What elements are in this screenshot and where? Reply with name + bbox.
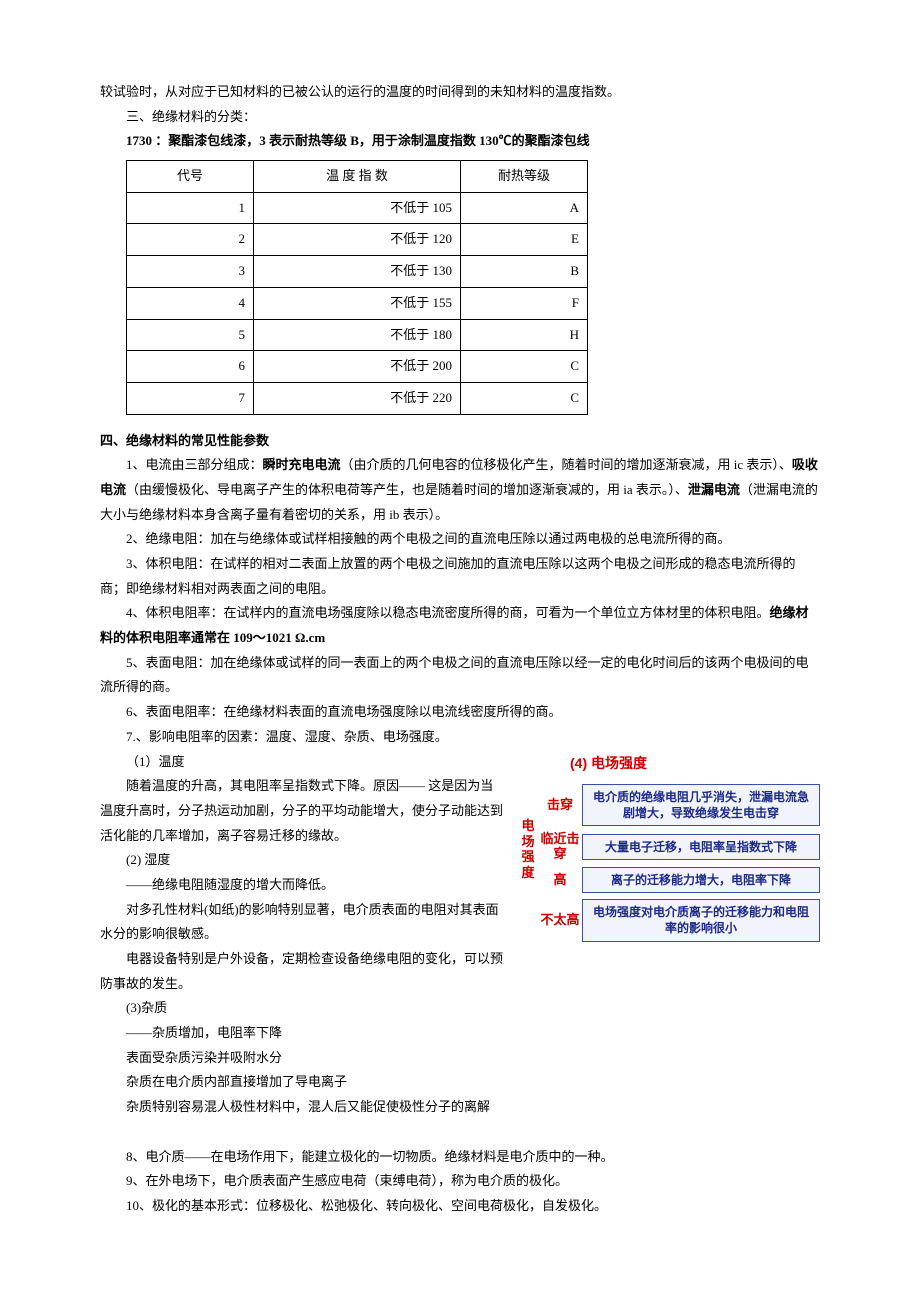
cell-grade: F xyxy=(461,287,588,319)
table-header-row: 代号 温 度 指 数 耐热等级 xyxy=(127,161,588,193)
cell-temp: 不低于 220 xyxy=(254,382,461,414)
cell-code: 4 xyxy=(127,287,254,319)
p1-a: 1、电流由三部分组成： xyxy=(126,457,263,472)
p4-a: 4、体积电阻率：在试样内的直流电场强度除以稳态电流密度所得的商，可看为一个单位立… xyxy=(126,605,770,620)
diagram-row-label: 击穿 xyxy=(538,793,582,818)
th-code: 代号 xyxy=(127,161,254,193)
para-2: 2、绝缘电阻：加在与绝缘体或试样相接触的两个电极之间的直流电压除以通过两电极的总… xyxy=(100,527,820,552)
f3-a: ——杂质增加，电阻率下降 xyxy=(100,1021,820,1046)
diagram-row: 高 离子的迁移能力增大，电阻率下降 xyxy=(538,867,820,893)
para-10: 10、极化的基本形式：位移极化、松弛极化、转向极化、空间电荷极化，自发极化。 xyxy=(100,1194,820,1219)
example-1730: 1730 ：聚酯漆包线漆，3 表示耐热等级 B，用于涂制温度指数 130℃的聚酯… xyxy=(100,129,820,154)
para-5: 5、表面电阻：加在绝缘体或试样的同一表面上的两个电极之间的直流电压除以经一定的电… xyxy=(100,651,820,700)
diagram-row-label: 高 xyxy=(538,868,582,893)
diagram-row-label: 临近击穿 xyxy=(538,832,582,861)
diagram-row-text: 大量电子迁移，电阻率呈指数式下降 xyxy=(582,834,820,860)
cell-code: 3 xyxy=(127,256,254,288)
table-row: 3不低于 130B xyxy=(127,256,588,288)
th-grade: 耐热等级 xyxy=(461,161,588,193)
cell-grade: C xyxy=(461,382,588,414)
table-row: 6不低于 200C xyxy=(127,351,588,383)
section4-title: 四、绝缘材料的常见性能参数 xyxy=(100,429,820,454)
para-1: 1、电流由三部分组成：瞬时充电电流（由介质的几何电容的位移极化产生，随着时间的增… xyxy=(100,453,820,527)
table-row: 2不低于 120E xyxy=(127,224,588,256)
table-row: 7不低于 220C xyxy=(127,382,588,414)
f3-b: 表面受杂质污染并吸附水分 xyxy=(100,1046,820,1071)
th-temp: 温 度 指 数 xyxy=(254,161,461,193)
field-strength-diagram: (4) 电场强度 电场强度 击穿 电介质的绝缘电阻几乎消失，泄漏电流急剧增大，导… xyxy=(520,750,820,948)
para-6: 6、表面电阻率：在绝缘材料表面的直流电场强度除以电流线密度所得的商。 xyxy=(100,700,820,725)
diagram-row: 不太高 电场强度对电介质离子的迁移能力和电阻率的影响很小 xyxy=(538,899,820,941)
diagram-row-label: 不太高 xyxy=(538,908,582,933)
p1-d: （由缓慢极化、导电离子产生的体积电荷等产生，也是随着时间的增加逐渐衰减的，用 i… xyxy=(126,482,688,497)
cell-grade: E xyxy=(461,224,588,256)
para-7: 7.、影响电阻率的因素：温度、湿度、杂质、电场强度。 xyxy=(100,725,820,750)
diagram-row-text: 电场强度对电介质离子的迁移能力和电阻率的影响很小 xyxy=(582,899,820,941)
cell-grade: H xyxy=(461,319,588,351)
cell-temp: 不低于 180 xyxy=(254,319,461,351)
cell-code: 1 xyxy=(127,192,254,224)
intro-line: 较试验时，从对应于已知材料的已被公认的运行的温度的时间得到的未知材料的温度指数。 xyxy=(100,80,820,105)
p1-b3: 泄漏电流 xyxy=(688,482,740,497)
f3-c: 杂质在电介质内部直接增加了导电离子 xyxy=(100,1070,820,1095)
cell-grade: B xyxy=(461,256,588,288)
cell-temp: 不低于 130 xyxy=(254,256,461,288)
cell-temp: 不低于 105 xyxy=(254,192,461,224)
para-9: 9、在外电场下，电介质表面产生感应电荷（束缚电荷），称为电介质的极化。 xyxy=(100,1169,820,1194)
cell-code: 2 xyxy=(127,224,254,256)
table-row: 1不低于 105A xyxy=(127,192,588,224)
para-8: 8、电介质——在电场作用下，能建立极化的一切物质。绝缘材料是电介质中的一种。 xyxy=(100,1145,820,1170)
diagram-row: 临近击穿 大量电子迁移，电阻率呈指数式下降 xyxy=(538,832,820,861)
p1-b1: 瞬时充电电流 xyxy=(263,457,341,472)
cell-temp: 不低于 120 xyxy=(254,224,461,256)
p1-c: （由介质的几何电容的位移极化产生，随着时间的增加逐渐衰减，用 ic 表示）、 xyxy=(341,457,792,472)
para-4: 4、体积电阻率：在试样内的直流电场强度除以稳态电流密度所得的商，可看为一个单位立… xyxy=(100,601,820,650)
grade-table: 代号 温 度 指 数 耐热等级 1不低于 105A 2不低于 120E 3不低于… xyxy=(126,160,588,415)
cell-temp: 不低于 155 xyxy=(254,287,461,319)
cell-code: 7 xyxy=(127,382,254,414)
cell-temp: 不低于 200 xyxy=(254,351,461,383)
f3-title: (3)杂质 xyxy=(100,996,820,1021)
diagram-row: 击穿 电介质的绝缘电阻几乎消失，泄漏电流急剧增大，导致绝缘发生电击穿 xyxy=(538,784,820,826)
f3-d: 杂质特别容易混人极性材料中，混人后又能促使极性分子的离解 xyxy=(100,1095,820,1120)
cell-grade: C xyxy=(461,351,588,383)
diagram-row-text: 离子的迁移能力增大，电阻率下降 xyxy=(582,867,820,893)
cell-code: 6 xyxy=(127,351,254,383)
table-row: 5不低于 180H xyxy=(127,319,588,351)
f2-c: 电器设备特别是户外设备，定期检查设备绝缘电阻的变化，可以预防事故的发生。 xyxy=(100,947,820,996)
section3-title: 三、绝缘材料的分类： xyxy=(100,105,820,130)
para-3: 3、体积电阻：在试样的相对二表面上放置的两个电极之间施加的直流电压除以这两个电极… xyxy=(100,552,820,601)
diagram-row-text: 电介质的绝缘电阻几乎消失，泄漏电流急剧增大，导致绝缘发生电击穿 xyxy=(582,784,820,826)
table-row: 4不低于 155F xyxy=(127,287,588,319)
factor-block: (4) 电场强度 电场强度 击穿 电介质的绝缘电阻几乎消失，泄漏电流急剧增大，导… xyxy=(100,750,820,1120)
diagram-axis-label: 电场强度 xyxy=(520,818,536,880)
diagram-title: (4) 电场强度 xyxy=(520,750,820,777)
cell-grade: A xyxy=(461,192,588,224)
cell-code: 5 xyxy=(127,319,254,351)
